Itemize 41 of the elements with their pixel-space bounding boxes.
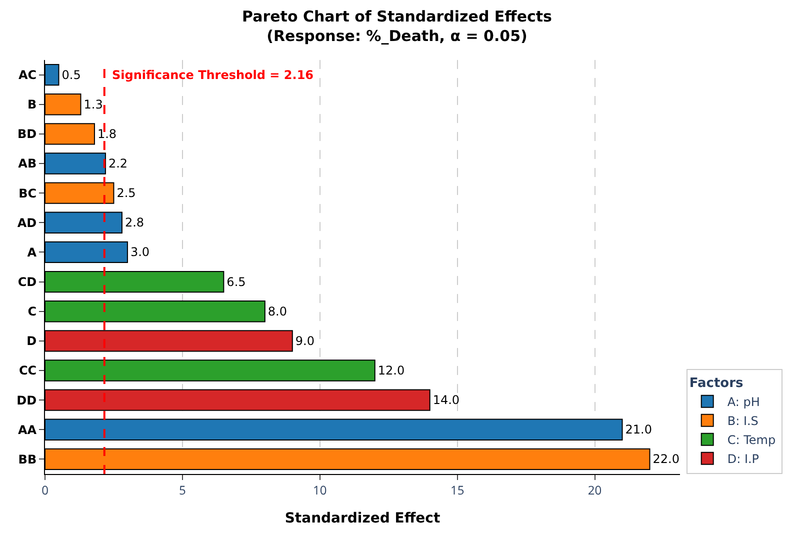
- x-tick-label: 20: [588, 481, 602, 498]
- data-label: 21.0: [625, 422, 652, 437]
- y-tick-label: BD: [17, 127, 37, 142]
- y-tick-label: BC: [18, 186, 37, 200]
- y-tick-label: AD: [17, 216, 37, 230]
- data-label: 2.5: [116, 186, 136, 200]
- y-tick-label: AB: [18, 156, 37, 171]
- y-tick-label: BB: [18, 452, 37, 466]
- data-label: 12.0: [378, 364, 405, 378]
- x-axis-title: Standardized Effect: [284, 510, 440, 527]
- data-label: 3.0: [130, 245, 150, 260]
- y-tick-label: AC: [18, 68, 37, 82]
- data-label: 1.3: [84, 97, 103, 112]
- data-label: 2.2: [108, 156, 128, 170]
- legend-label: A: pH: [727, 395, 760, 410]
- legend-label: D: I.P: [727, 452, 760, 466]
- data-label: 2.8: [124, 216, 144, 230]
- y-tick-label: A: [27, 245, 38, 260]
- data-label: 6.5: [226, 274, 246, 289]
- legend-title: Factors: [689, 376, 744, 391]
- y-tick-label: DD: [16, 393, 37, 408]
- x-tick-label: 15: [450, 481, 464, 498]
- data-label: 22.0: [652, 452, 680, 466]
- y-tick-label: B: [27, 98, 37, 112]
- x-tick-label: 10: [313, 481, 327, 498]
- legend-label: C: Temp: [727, 433, 776, 448]
- data-label: 0.5: [62, 68, 81, 82]
- y-tick-label: C: [28, 304, 37, 319]
- x-tick-label: 5: [179, 481, 186, 498]
- y-tick-label: CC: [18, 364, 37, 378]
- y-tick-label: CD: [18, 274, 37, 289]
- x-tick-label: 0: [42, 481, 49, 498]
- y-tick-label: AA: [18, 422, 38, 437]
- chart-title: Pareto Chart of Standardized Effects (Response: %_Death, α = 0.05): [242, 7, 552, 45]
- ref-line-label: Significance Threshold = 2.16: [112, 68, 314, 82]
- legend-label: B: I.S: [727, 414, 758, 428]
- data-label: 14.0: [432, 393, 460, 408]
- data-label: 9.0: [295, 334, 314, 348]
- data-label: 8.0: [268, 304, 288, 318]
- data-label: 1.8: [97, 126, 117, 141]
- y-tick-label: D: [26, 334, 37, 348]
